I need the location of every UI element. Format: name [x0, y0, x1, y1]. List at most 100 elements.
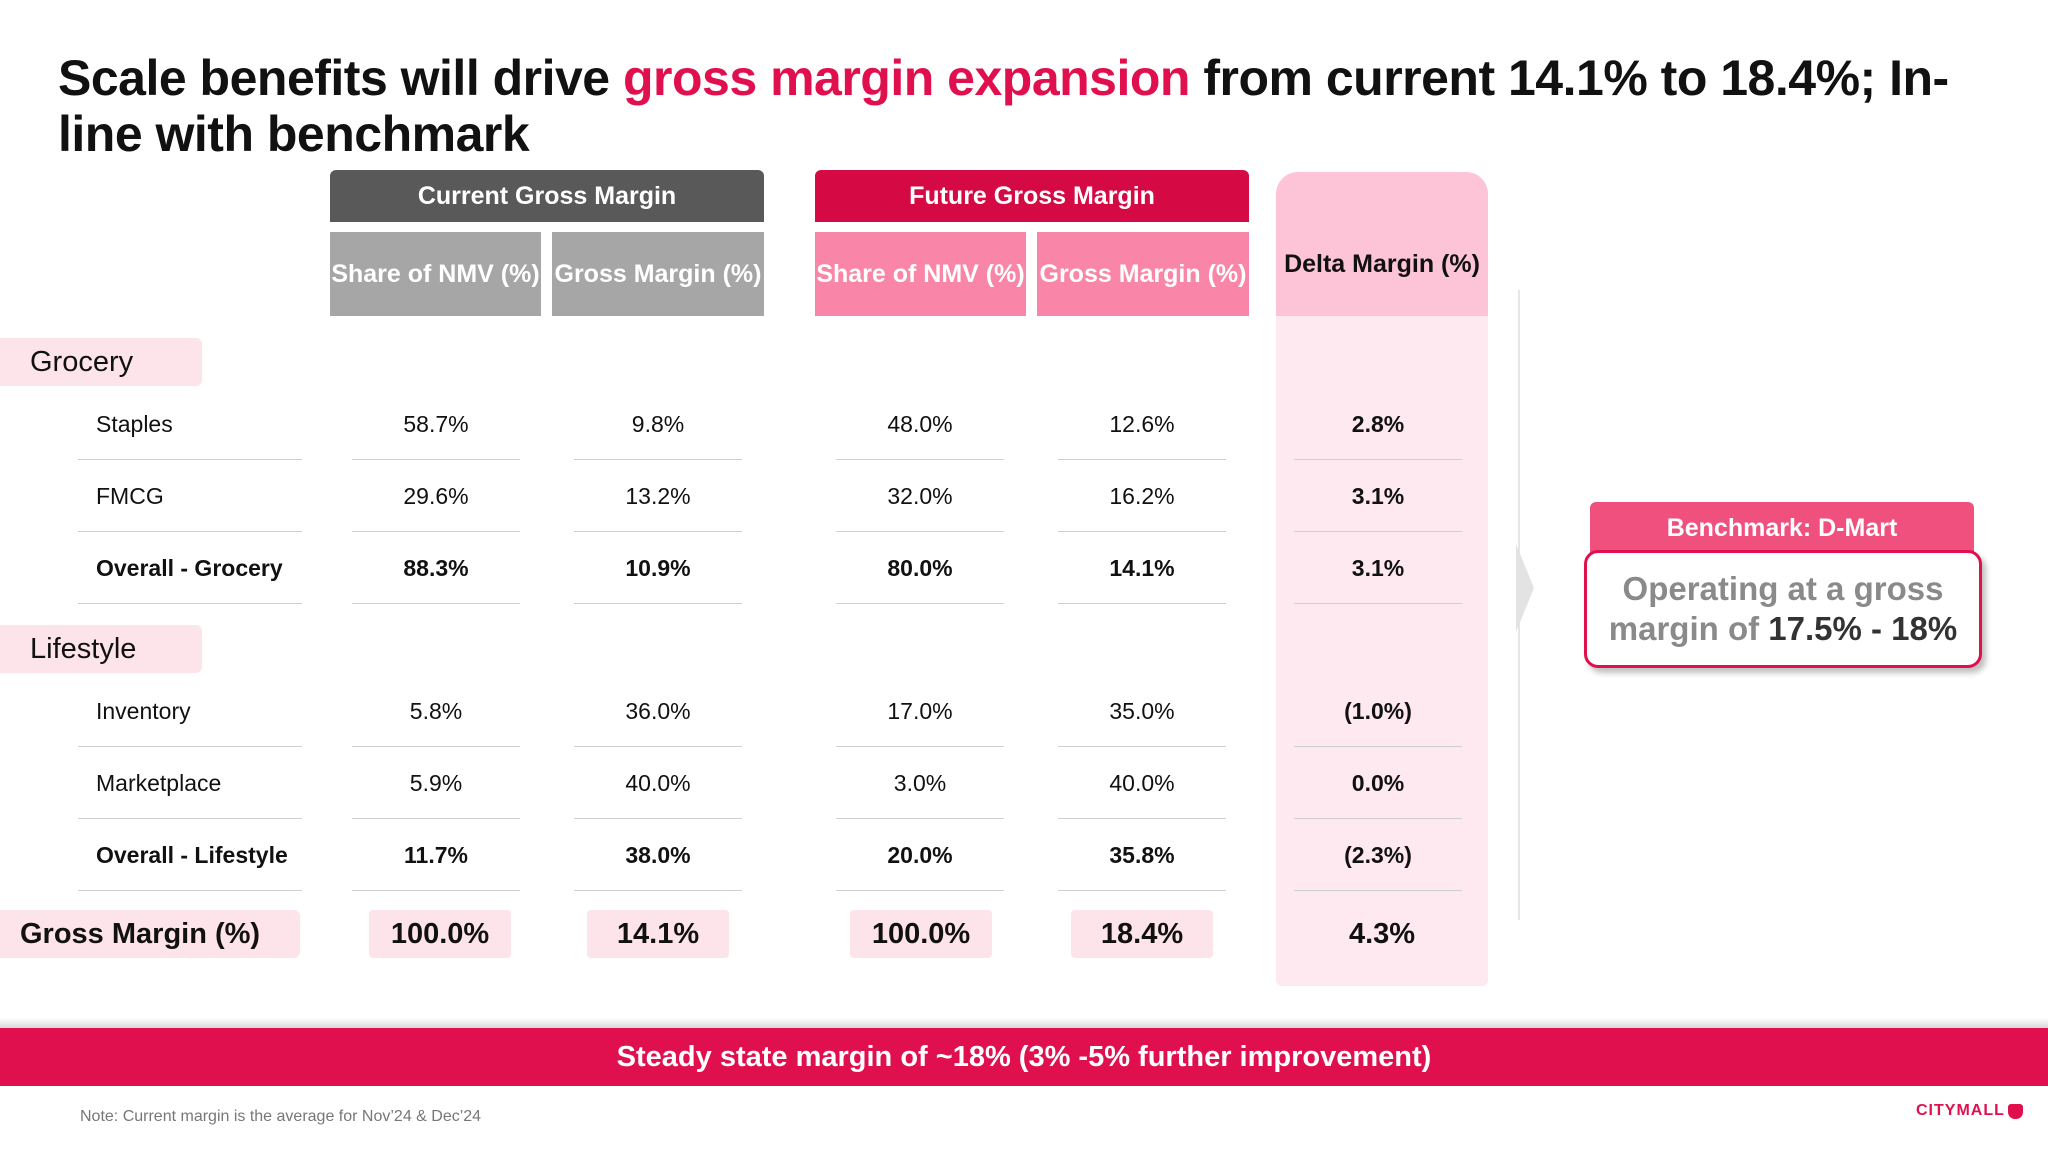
delta-column-background	[1276, 316, 1488, 986]
current-margin-header: Current Gross Margin	[330, 170, 764, 222]
row-label: Overall - Lifestyle	[96, 841, 288, 868]
shopping-bag-icon	[2007, 1103, 2023, 1119]
divider	[78, 603, 302, 604]
total-current-share: 100.0%	[369, 910, 511, 958]
cell-current-margin: 40.0%	[625, 769, 691, 796]
divider	[574, 746, 742, 747]
divider	[1294, 890, 1462, 891]
divider	[78, 890, 302, 891]
future-margin-header: Future Gross Margin	[815, 170, 1249, 222]
cell-future-share: 48.0%	[887, 410, 953, 437]
cell-delta: (1.0%)	[1344, 697, 1412, 724]
logo-text: CITYMALL	[1916, 1102, 2005, 1119]
banner-shadow	[0, 1018, 2048, 1030]
cell-future-margin: 35.0%	[1109, 697, 1175, 724]
cell-current-margin: 10.9%	[625, 554, 691, 581]
benchmark-line1: Operating at a gross	[1622, 570, 1944, 607]
divider	[1058, 746, 1226, 747]
cell-current-share: 5.8%	[409, 697, 463, 724]
divider	[78, 531, 302, 532]
total-future-margin: 18.4%	[1071, 910, 1213, 958]
cell-current-margin: 38.0%	[625, 841, 691, 868]
divider	[836, 818, 1004, 819]
divider	[352, 890, 520, 891]
divider	[574, 603, 742, 604]
cell-delta: 2.8%	[1351, 410, 1405, 437]
total-current-margin: 14.1%	[587, 910, 729, 958]
cell-current-margin: 13.2%	[625, 482, 691, 509]
benchmark-range: 17.5% - 18%	[1768, 610, 1958, 647]
cell-future-share: 3.0%	[893, 769, 947, 796]
divider	[352, 603, 520, 604]
cell-future-margin: 12.6%	[1109, 410, 1175, 437]
cell-current-share: 58.7%	[403, 410, 469, 437]
divider	[78, 746, 302, 747]
citymall-logo: CITYMALL	[1916, 1102, 2023, 1120]
divider	[574, 531, 742, 532]
divider	[574, 818, 742, 819]
divider	[1058, 459, 1226, 460]
section-grocery: Grocery	[0, 338, 202, 386]
divider	[836, 746, 1004, 747]
divider	[836, 459, 1004, 460]
cell-current-share: 11.7%	[404, 841, 468, 868]
divider	[78, 459, 302, 460]
row-label: Staples	[96, 410, 173, 437]
divider	[836, 531, 1004, 532]
total-delta: 4.3%	[1348, 917, 1416, 950]
col-header-future-margin: Gross Margin (%)	[1037, 232, 1249, 316]
divider	[836, 890, 1004, 891]
divider	[574, 459, 742, 460]
summary-banner: Steady state margin of ~18% (3% -5% furt…	[0, 1028, 2048, 1086]
divider	[1294, 746, 1462, 747]
cell-current-share: 29.6%	[403, 482, 469, 509]
row-label: Overall - Grocery	[96, 554, 283, 581]
cell-delta: 3.1%	[1351, 482, 1405, 509]
divider	[1294, 531, 1462, 532]
benchmark-box: Operating at a gross margin of 17.5% - 1…	[1584, 550, 1982, 668]
chevron-right-icon	[1516, 544, 1534, 632]
cell-current-margin: 36.0%	[625, 697, 691, 724]
cell-future-share: 80.0%	[887, 554, 953, 581]
cell-current-share: 88.3%	[403, 554, 469, 581]
divider	[352, 459, 520, 460]
cell-delta: (2.3%)	[1344, 841, 1412, 868]
row-label: Marketplace	[96, 769, 222, 796]
benchmark-line2: margin of 17.5% - 18%	[1609, 609, 1957, 649]
cell-future-share: 17.0%	[887, 697, 953, 724]
section-lifestyle: Lifestyle	[0, 625, 202, 673]
divider	[1058, 818, 1226, 819]
row-label: FMCG	[96, 482, 164, 509]
page-title: Scale benefits will drive gross margin e…	[58, 50, 2008, 162]
cell-future-margin: 16.2%	[1109, 482, 1175, 509]
divider	[1294, 459, 1462, 460]
divider	[352, 818, 520, 819]
cell-future-share: 20.0%	[887, 841, 953, 868]
cell-future-share: 32.0%	[887, 482, 953, 509]
cell-future-margin: 35.8%	[1109, 841, 1175, 868]
benchmark-line2-prefix: margin of	[1608, 610, 1769, 647]
divider	[1058, 890, 1226, 891]
total-label: Gross Margin (%)	[0, 910, 300, 958]
divider	[836, 603, 1004, 604]
cell-future-margin: 14.1%	[1109, 554, 1175, 581]
divider	[574, 890, 742, 891]
divider	[352, 746, 520, 747]
divider	[78, 818, 302, 819]
cell-future-margin: 40.0%	[1109, 769, 1175, 796]
cell-current-share: 5.9%	[409, 769, 463, 796]
cell-delta: 0.0%	[1351, 769, 1405, 796]
footnote: Note: Current margin is the average for …	[80, 1108, 482, 1125]
divider	[1058, 603, 1226, 604]
cell-delta: 3.1%	[1351, 554, 1405, 581]
divider	[1058, 531, 1226, 532]
title-part2: from current 14.1% to 18.4%; In-line wit…	[58, 50, 1949, 162]
divider	[1294, 603, 1462, 604]
divider	[352, 531, 520, 532]
col-header-delta: Delta Margin (%)	[1276, 172, 1488, 316]
benchmark-header: Benchmark: D-Mart	[1590, 502, 1974, 554]
cell-current-margin: 9.8%	[631, 410, 685, 437]
col-header-current-share: Share of NMV (%)	[330, 232, 541, 316]
title-part1: Scale benefits will drive	[58, 50, 624, 106]
title-highlight: gross margin expansion	[623, 50, 1190, 106]
